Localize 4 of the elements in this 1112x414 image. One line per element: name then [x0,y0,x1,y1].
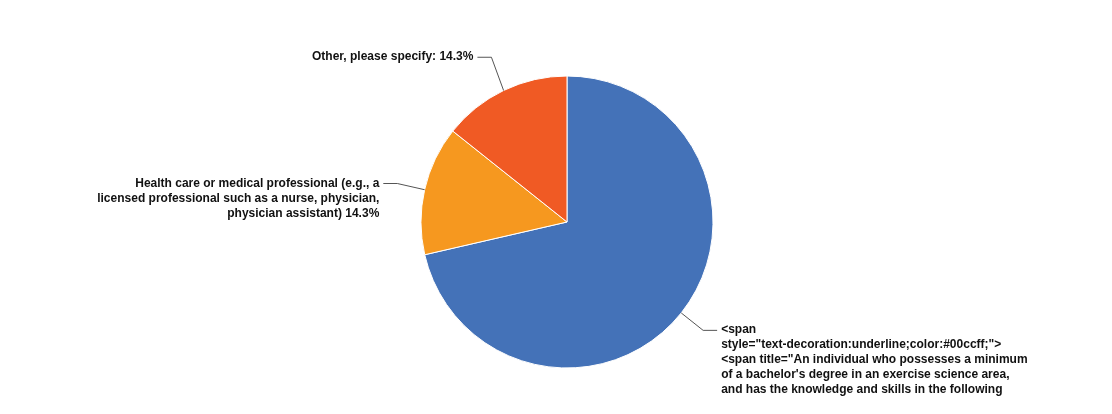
pie-slice [424,75,714,369]
slice-label: Health care or medical professional (e.g., a licensed professional such as a nurse, physician, physician assistant) 14.3% [97,175,380,220]
slice-label: <span style="text-decoration:underline;color:#00ccff;"> <span title="An individual who possesses a minimum of a bachelor's degree in an exercise science area, and has the knowledge and skills in the following [721,322,1028,397]
slice-label: Other, please specify: 14.3% [312,49,474,64]
